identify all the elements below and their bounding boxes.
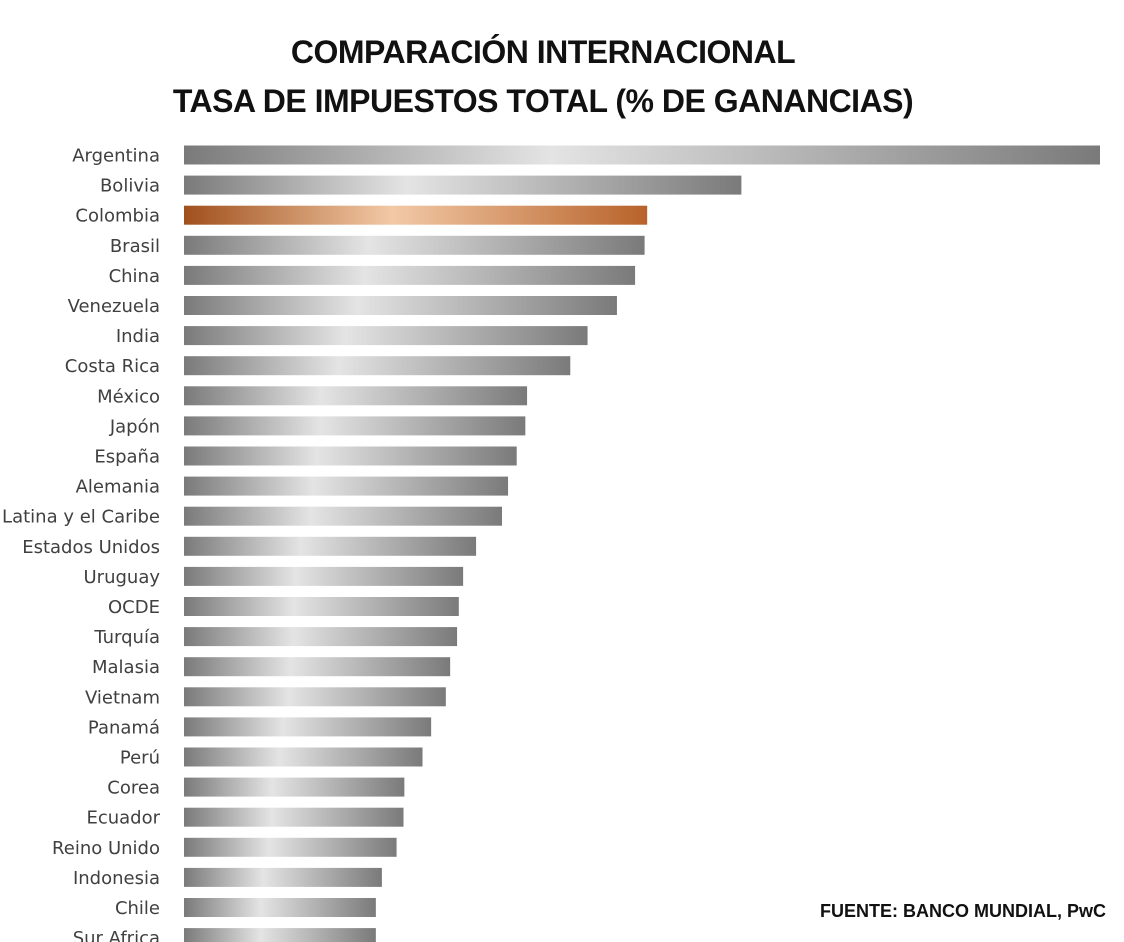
bar-japon (184, 416, 526, 436)
category-label-japon: Japón (109, 416, 160, 437)
category-label-corea: Corea (107, 778, 160, 799)
category-labels-group: Argentina Bolivia Colombia Brasil China Venez… (0, 146, 161, 942)
bar-reino-unido (184, 837, 397, 857)
category-label-ocde: OCDE (108, 597, 160, 618)
bars-group (184, 145, 1100, 942)
bar-brasil (184, 235, 645, 255)
bar-indonesia (184, 867, 382, 887)
category-label-venezuela: Venezuela (68, 296, 160, 317)
category-label-peru: Perú (120, 748, 160, 769)
category-label-turquia: Turquía (93, 627, 160, 648)
category-label-argentina: Argentina (72, 146, 160, 167)
category-label-indonesia: Indonesia (73, 868, 160, 889)
category-label-mexico: México (97, 386, 160, 407)
category-label-costa-rica: Costa Rica (65, 356, 160, 377)
category-label-bolivia: Bolivia (100, 176, 160, 197)
bar-vietnam (184, 687, 446, 707)
category-label-china: China (109, 266, 160, 287)
category-label-america-latina-y-el-caribe: América Latina y el Caribe (0, 507, 160, 528)
bar-alemania (184, 476, 509, 496)
bar-mexico (184, 386, 528, 406)
bar-america-latina-y-el-caribe (184, 506, 503, 526)
bar-venezuela (184, 296, 617, 315)
bar-bolivia (184, 175, 742, 195)
category-label-malasia: Malasia (92, 657, 160, 678)
category-label-reino-unido: Reino Unido (52, 838, 160, 859)
category-label-india: India (116, 326, 160, 347)
bar-uruguay (184, 566, 464, 586)
bar-panama (184, 717, 432, 737)
bar-turquia (184, 627, 458, 647)
bar-estados-unidos (184, 536, 477, 556)
bar-chile (184, 898, 376, 917)
category-label-alemania: Alemania (76, 477, 160, 498)
bar-costa-rica (184, 356, 571, 376)
bar-sur-africa (184, 928, 376, 942)
chart-title-line-1: COMPARACIÓN INTERNACIONAL (290, 34, 796, 70)
chart-title-line-2: TASA DE IMPUESTOS TOTAL (% DE GANANCIAS) (172, 83, 914, 119)
bar-ocde (184, 597, 459, 616)
bar-peru (184, 747, 423, 767)
bar-argentina (184, 145, 1100, 165)
bar-espana (184, 446, 517, 466)
category-label-colombia: Colombia (75, 206, 160, 227)
category-label-ecuador: Ecuador (86, 808, 160, 829)
category-label-uruguay: Uruguay (84, 567, 161, 588)
bar-india (184, 326, 588, 346)
category-label-brasil: Brasil (110, 236, 160, 257)
category-label-panama: Panamá (88, 717, 160, 738)
bar-corea (184, 777, 405, 797)
source-note: FUENTE: BANCO MUNDIAL, PwC (820, 901, 1106, 921)
category-label-vietnam: Vietnam (85, 687, 160, 708)
bar-malasia (184, 657, 451, 677)
category-label-sur-africa: Sur Africa (73, 928, 160, 942)
bar-china (184, 265, 636, 285)
bar-colombia (184, 205, 648, 225)
category-label-espana: España (94, 447, 160, 468)
category-label-chile: Chile (115, 898, 160, 919)
category-label-estados-unidos: Estados Unidos (22, 537, 160, 558)
bar-ecuador (184, 807, 404, 827)
